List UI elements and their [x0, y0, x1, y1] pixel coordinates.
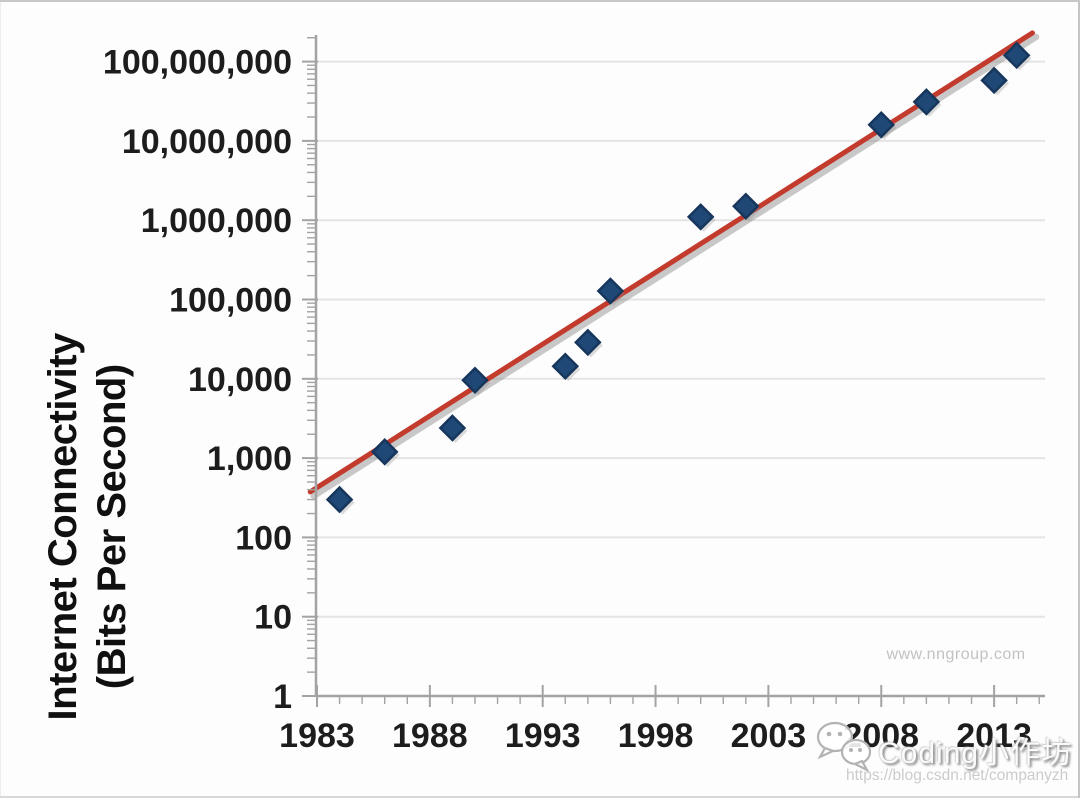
data-point	[370, 438, 399, 466]
data-point	[438, 414, 467, 442]
x-tick-label: 1993	[505, 717, 581, 755]
x-tick-label: 2013	[956, 717, 1032, 755]
y-tick-label: 1	[273, 678, 292, 716]
data-point	[325, 485, 354, 514]
trend-line-shadow	[310, 33, 1040, 500]
data-point	[732, 192, 760, 221]
y-tick-label: 10,000,000	[122, 123, 292, 161]
wechat-icon	[816, 721, 872, 773]
y-tick-label: 1,000	[207, 440, 292, 478]
data-point	[980, 66, 1008, 95]
data-point	[596, 277, 625, 305]
y-tick-label: 100	[235, 519, 292, 557]
wechat-big-bubble-tail	[817, 746, 836, 760]
wechat-small-bubble	[840, 738, 872, 766]
y-tick-label: 1,000,000	[141, 202, 292, 240]
data-point	[574, 328, 602, 357]
y-tick-label: 10	[254, 599, 292, 637]
y-tick-label: 10,000	[188, 361, 292, 399]
nngroup-watermark: www.nngroup.com	[886, 646, 1026, 663]
csdn-watermark-name: Coding小作坊	[878, 737, 1073, 770]
data-point	[686, 203, 715, 231]
data-point	[1002, 41, 1031, 70]
csdn-watermark-url: https://blog.csdn.net/companyzh	[846, 767, 1069, 784]
trend-line	[307, 30, 1035, 495]
data-point	[551, 352, 580, 381]
data-point	[912, 88, 941, 116]
x-tick-label: 1983	[279, 717, 355, 755]
x-tick-label: 1988	[392, 717, 468, 755]
x-tick-label: 2003	[731, 717, 807, 755]
x-tick-label: 1998	[618, 717, 694, 755]
y-tick-label: 100,000,000	[103, 44, 292, 82]
data-point	[867, 110, 896, 139]
y-tick-label: 100,000	[169, 282, 292, 320]
wechat-small-bubble-tail	[852, 759, 870, 773]
data-point	[461, 366, 489, 394]
